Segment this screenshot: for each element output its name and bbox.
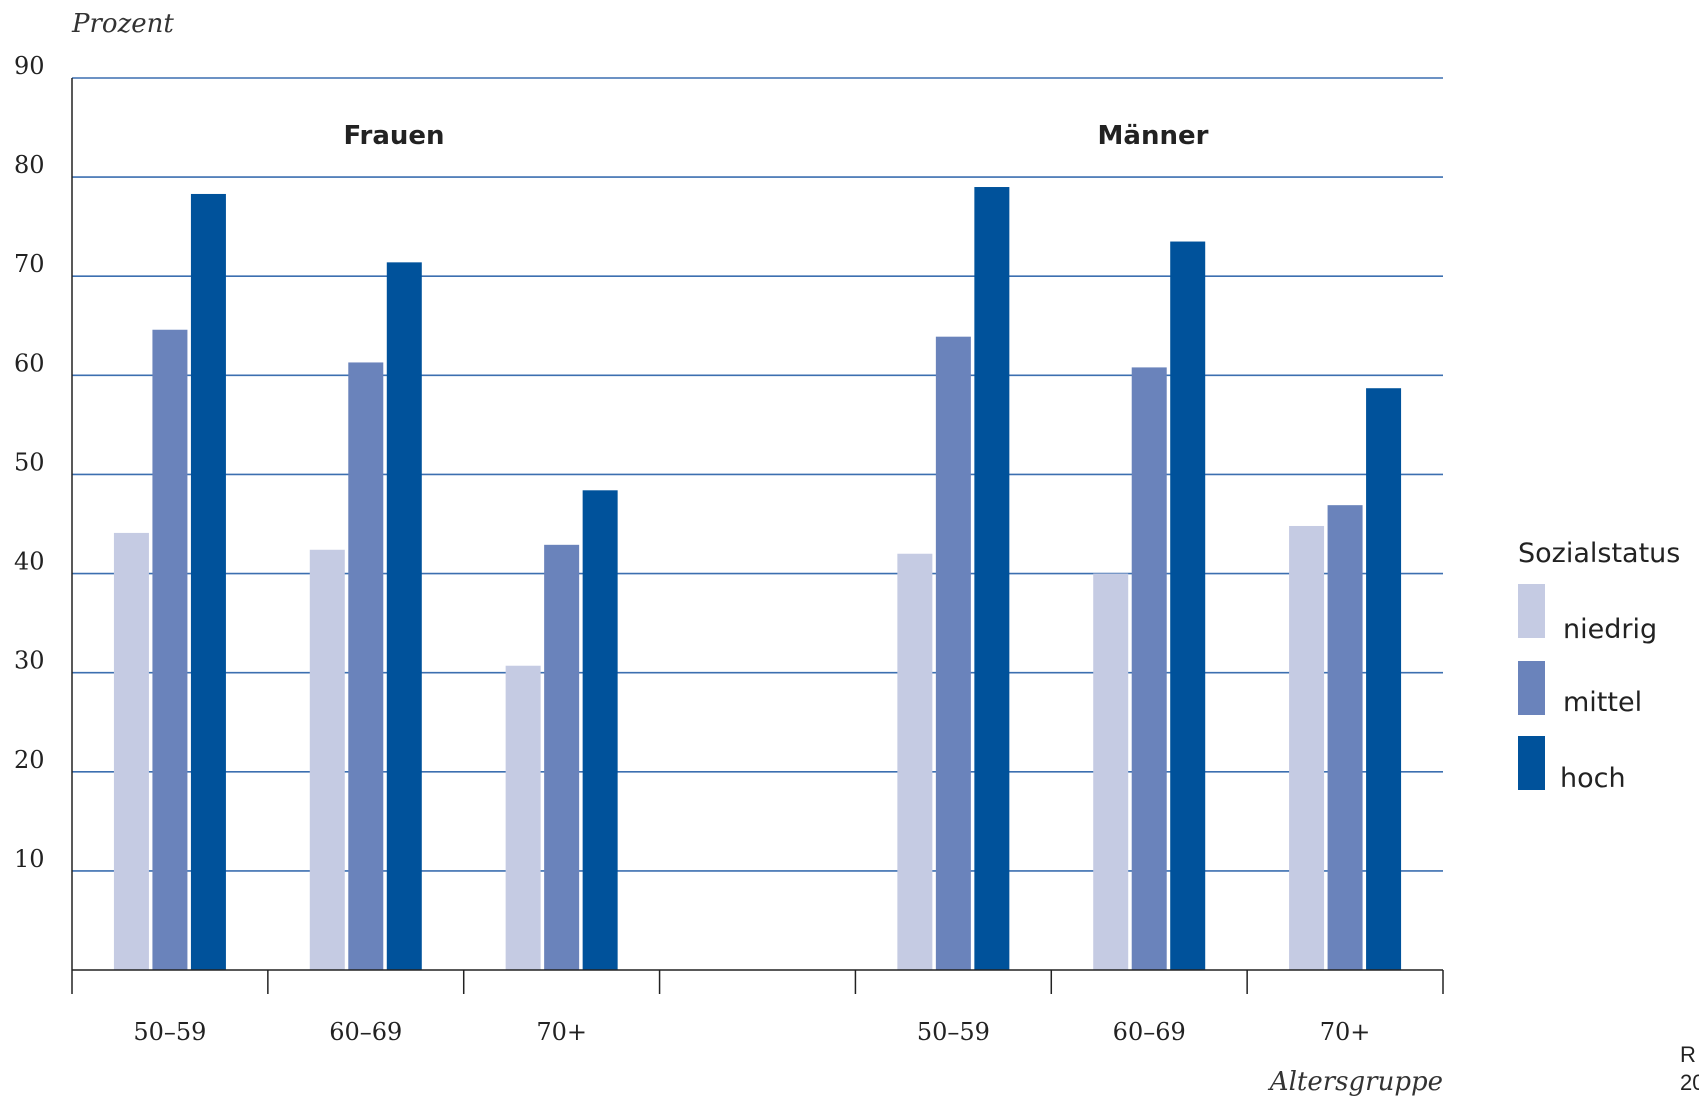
bar-frauen-60–69-hoch bbox=[386, 262, 422, 970]
x-axis-title: Altersgruppe bbox=[1268, 1067, 1443, 1097]
bar-maenner-50–59-mittel bbox=[935, 336, 971, 970]
bar-maenner-60–69-niedrig bbox=[1093, 573, 1129, 970]
legend-label-mittel: mittel bbox=[1563, 687, 1642, 718]
bar-maenner-60–69-hoch bbox=[1170, 241, 1206, 971]
y-tick-label-60: 60 bbox=[14, 349, 45, 377]
bar-frauen-70+-niedrig bbox=[505, 665, 541, 970]
legend-label-hoch: hoch bbox=[1560, 763, 1626, 794]
bar-frauen-50–59-hoch bbox=[190, 193, 226, 970]
y-tick-label-20: 20 bbox=[14, 746, 45, 774]
x-tick-label-frauen-0: 50–59 bbox=[133, 1018, 206, 1046]
bar-frauen-60–69-niedrig bbox=[309, 549, 345, 970]
legend-label-niedrig: niedrig bbox=[1563, 614, 1657, 645]
bar-frauen-50–59-mittel bbox=[152, 329, 188, 971]
y-tick-label-40: 40 bbox=[14, 548, 45, 576]
legend-swatch-hoch bbox=[1518, 736, 1545, 790]
legend-title: Sozialstatus bbox=[1518, 538, 1680, 569]
group-label-maenner: Männer bbox=[1098, 121, 1209, 151]
bar-frauen-70+-hoch bbox=[582, 490, 618, 970]
x-tick-label-frauen-1: 60–69 bbox=[329, 1018, 402, 1046]
y-tick-label-50: 50 bbox=[14, 448, 45, 476]
gridlines bbox=[72, 77, 1443, 872]
bar-frauen-60–69-mittel bbox=[348, 362, 384, 971]
x-tick-label-maenner-1: 60–69 bbox=[1113, 1018, 1186, 1046]
bar-maenner-50–59-hoch bbox=[974, 187, 1010, 970]
legend-swatch-mittel bbox=[1518, 661, 1545, 715]
source-fragment-line-1: R bbox=[1680, 1042, 1696, 1067]
x-tick-label-maenner-2: 70+ bbox=[1320, 1018, 1371, 1046]
y-tick-labels: 10 20 30 40 50 60 70 80 90 bbox=[14, 52, 45, 873]
bar-frauen-50–59-niedrig bbox=[113, 532, 149, 970]
y-tick-label-10: 10 bbox=[14, 845, 45, 873]
y-tick-label-70: 70 bbox=[14, 250, 45, 278]
axes bbox=[71, 78, 1444, 994]
x-tick-label-frauen-2: 70+ bbox=[536, 1018, 587, 1046]
bar-maenner-60–69-mittel bbox=[1131, 367, 1167, 971]
source-fragment-line-2: 20 bbox=[1680, 1070, 1699, 1095]
x-tick-labels: 50–59 60–69 70+ 50–59 60–69 70+ bbox=[133, 1018, 1370, 1046]
bar-maenner-70+-hoch bbox=[1366, 388, 1402, 970]
y-tick-label-30: 30 bbox=[14, 647, 45, 675]
group-label-frauen: Frauen bbox=[343, 121, 444, 151]
bars bbox=[113, 187, 1402, 971]
legend: Sozialstatus niedrig mittel hoch bbox=[1518, 538, 1680, 794]
bar-maenner-70+-mittel bbox=[1327, 505, 1363, 970]
bar-maenner-50–59-niedrig bbox=[897, 553, 933, 970]
y-axis-title: Prozent bbox=[71, 9, 174, 39]
y-tick-label-90: 90 bbox=[14, 52, 45, 80]
legend-swatch-niedrig bbox=[1518, 584, 1545, 638]
bar-frauen-70+-mittel bbox=[544, 544, 580, 970]
bar-maenner-70+-niedrig bbox=[1289, 525, 1325, 970]
x-tick-label-maenner-0: 50–59 bbox=[917, 1018, 990, 1046]
y-tick-label-80: 80 bbox=[14, 151, 45, 179]
